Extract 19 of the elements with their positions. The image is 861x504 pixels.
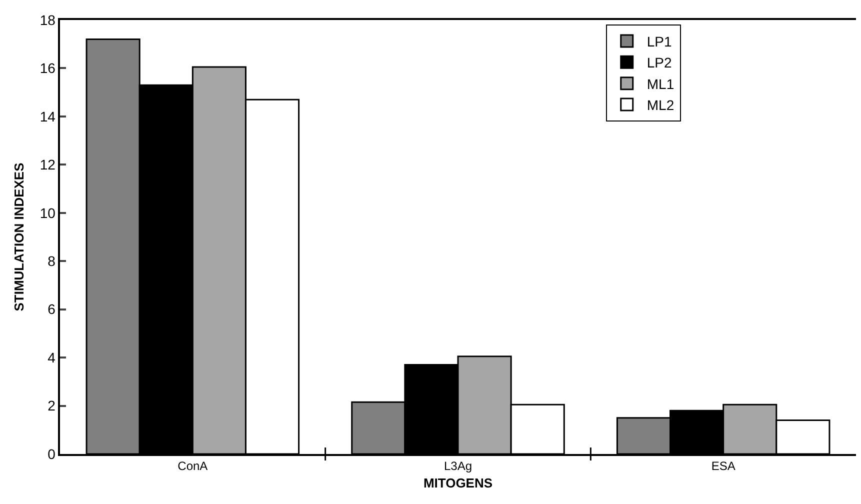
y-tick-label: 6 [48, 301, 56, 318]
legend-label: ML2 [646, 97, 674, 113]
y-tick-label: 14 [40, 108, 56, 124]
x-tick-label: ConA [178, 459, 208, 474]
legend-label: LP2 [646, 54, 672, 71]
legend-label: LP1 [646, 33, 672, 50]
x-tick-label: ESA [711, 459, 736, 474]
legend-label: ML1 [646, 76, 674, 92]
y-tick-label: 2 [48, 398, 56, 414]
x-tick-label: L3Ag [444, 459, 472, 474]
y-tick-label: 16 [40, 60, 56, 76]
y-tick-label: 4 [48, 349, 56, 366]
x-axis-title: MITOGENS [423, 475, 493, 490]
y-axis-title: STIMULATION INDEXES [12, 162, 26, 312]
y-tick-label: 10 [40, 204, 56, 221]
y-tick-label: 0 [48, 446, 56, 462]
y-tick-label: 8 [48, 253, 56, 270]
y-tick-label: 18 [40, 12, 56, 28]
y-tick-label: 12 [40, 156, 56, 173]
